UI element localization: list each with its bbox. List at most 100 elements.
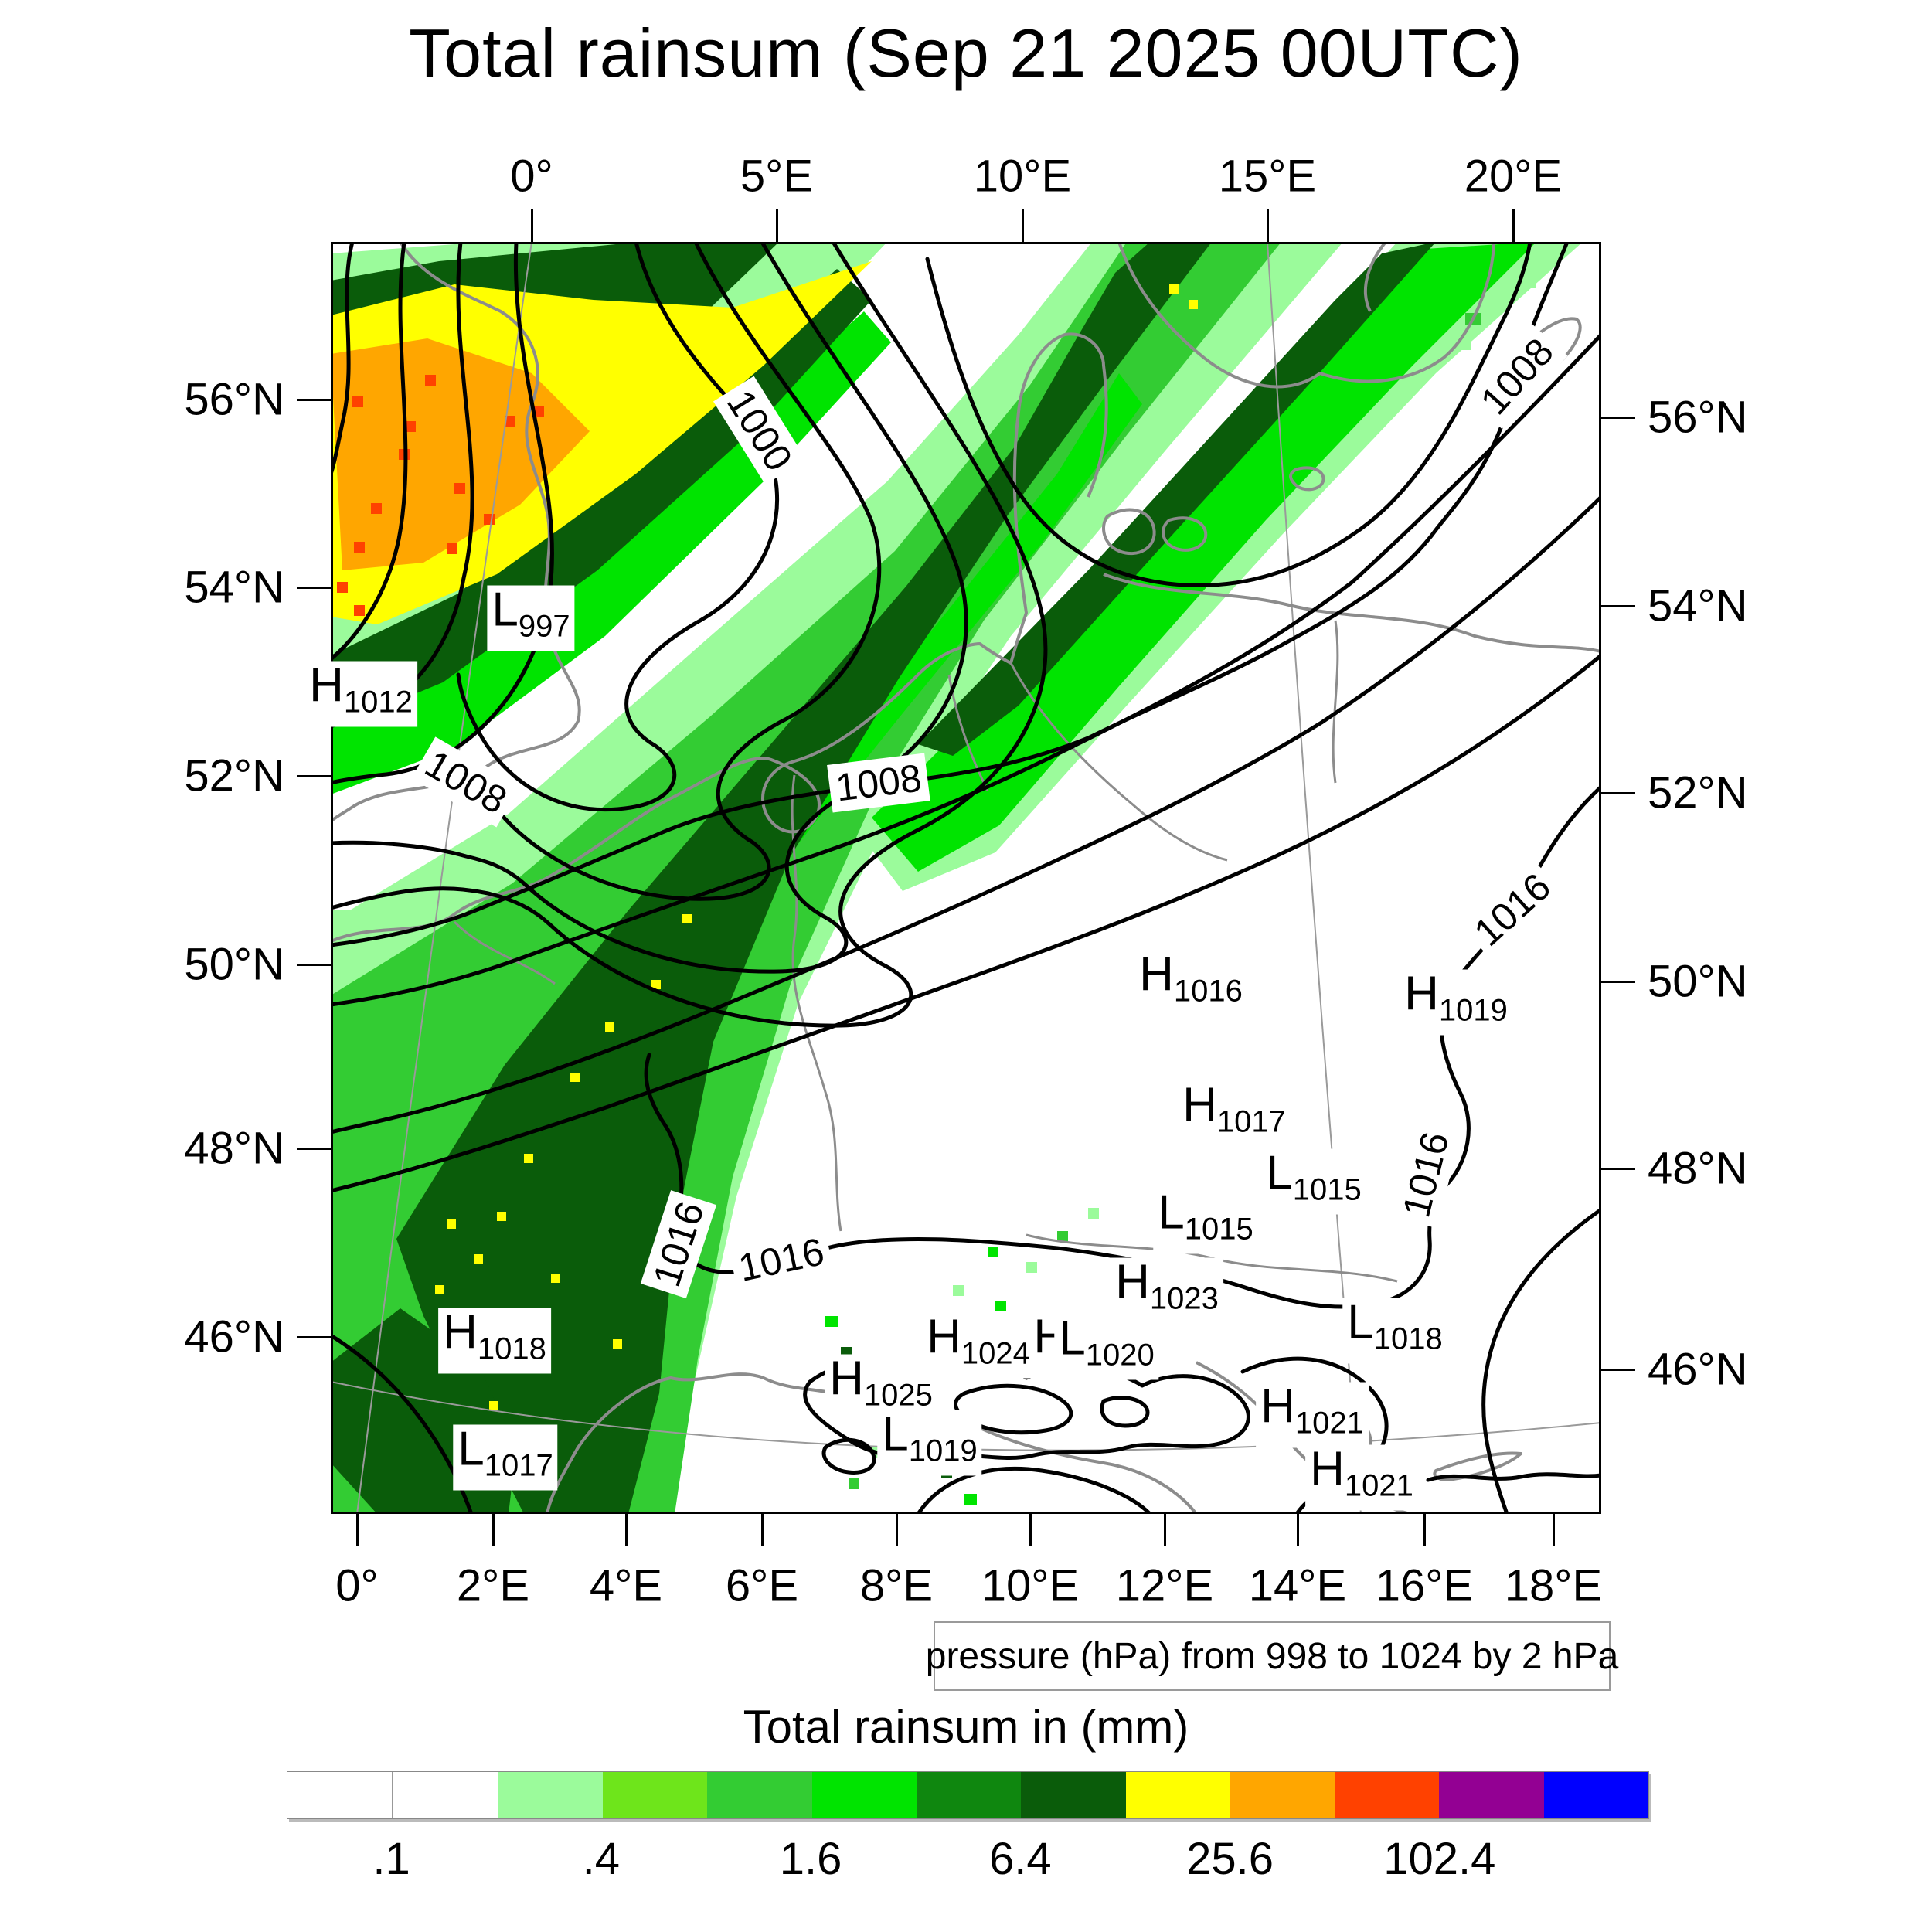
colorbar-cell [1543,1772,1649,1818]
top-tick [1267,209,1269,242]
bottom-tick [1423,1514,1426,1546]
map-frame [331,242,1601,1514]
left-tick [297,1148,331,1150]
left-tick [297,964,331,966]
top-tick [776,209,778,242]
pressure-center-label: H1021 [1256,1382,1369,1448]
top-axis-label: 0° [510,151,553,202]
bottom-tick [1553,1514,1555,1546]
right-axis-label: 46°N [1648,1344,1748,1395]
pressure-value: 1017 [484,1448,553,1483]
pressure-letter: L [457,1422,485,1476]
left-axis-label: 46°N [184,1311,284,1362]
bottom-tick [492,1514,495,1546]
bottom-axis-label: 2°E [456,1560,530,1611]
right-tick [1601,1168,1635,1170]
colorbar-cell [393,1772,498,1818]
colorbar-cell [1021,1772,1126,1818]
pressure-letter: H [1139,947,1174,1002]
right-tick [1601,417,1635,419]
right-axis-label: 54°N [1648,580,1748,631]
right-tick [1601,605,1635,607]
bottom-tick [761,1514,764,1546]
left-axis-label: 48°N [184,1123,284,1174]
pressure-center-label: H1025 [825,1352,937,1420]
pressure-letter: H [1404,967,1439,1021]
pressure-value: 1020 [1085,1338,1155,1372]
pressure-value: 1025 [863,1378,933,1413]
right-tick [1601,1369,1635,1371]
colorbar-tick-label: 1.6 [779,1834,842,1884]
colorbar-cell [1125,1772,1230,1818]
left-axis-label: 52°N [184,750,284,801]
bottom-axis-label: 4°E [589,1560,663,1611]
pressure-letter: H [1182,1078,1217,1132]
pressure-letter: L [882,1407,909,1461]
colorbar [287,1771,1649,1819]
pressure-center-label: H1012 [304,661,417,727]
pressure-center-label: H1024 [922,1312,1035,1379]
bottom-axis-label: 14°E [1248,1560,1347,1611]
pressure-letter: H [829,1352,864,1406]
pressure-center-label: H1018 [438,1308,551,1374]
top-axis-label: 5°E [740,151,814,202]
top-tick [531,209,533,242]
pressure-center-label: H1017 [1178,1078,1291,1147]
pressure-letter: L [1059,1311,1086,1366]
top-axis-label: 10°E [973,151,1072,202]
pressure-value: 1019 [908,1434,978,1468]
bottom-axis-label: 0° [335,1560,379,1611]
right-axis-label: 56°N [1648,392,1748,443]
colorbar-cell [1439,1772,1544,1818]
pressure-letter: L [1158,1185,1185,1240]
pressure-center-label: H1019 [1400,967,1512,1036]
pressure-center-label: L1015 [1261,1148,1366,1215]
left-axis-label: 54°N [184,562,284,613]
colorbar-cell [498,1772,603,1818]
pressure-value: 1021 [1294,1406,1364,1440]
pressure-value: 1016 [1173,974,1243,1009]
left-tick [297,587,331,589]
pressure-letter: L [1347,1295,1374,1349]
pressure-value: 997 [518,609,570,644]
pressure-value: 1018 [1373,1321,1443,1356]
bottom-tick [896,1514,898,1546]
top-tick [1512,209,1515,242]
pressure-letter: H [1115,1255,1150,1309]
top-tick [1022,209,1024,242]
bottom-axis-label: 12°E [1115,1560,1214,1611]
colorbar-tick-label: 102.4 [1383,1834,1496,1884]
bottom-tick [625,1514,628,1546]
colorbar-cell [602,1772,708,1818]
pressure-center-label: H1016 [1134,947,1247,1016]
colorbar-tick-label: .4 [582,1834,621,1884]
pressure-letter: L [492,583,519,637]
pressure-value: 1023 [1149,1281,1219,1316]
bottom-tick [356,1514,359,1546]
bottom-axis-label: 10°E [981,1560,1080,1611]
pressure-value: 1012 [343,685,413,719]
left-axis-label: 50°N [184,939,284,990]
bottom-axis-label: 16°E [1375,1560,1474,1611]
bottom-axis-label: 6°E [725,1560,799,1611]
pressure-center-label: L1015 [1153,1185,1258,1254]
pressure-value: 1018 [477,1332,546,1366]
page-title: Total rainsum (Sep 21 2025 00UTC) [409,15,1523,91]
pressure-legend: pressure (hPa) from 998 to 1024 by 2 hPa [926,1621,1618,1691]
right-axis-label: 50°N [1648,956,1748,1007]
left-tick [297,399,331,401]
rain-field [331,242,1583,1514]
pressure-value: 1015 [1184,1212,1253,1247]
right-axis-label: 52°N [1648,767,1748,818]
pressure-center-label: H1021 [1305,1444,1418,1511]
left-tick [297,775,331,777]
bottom-tick [1297,1514,1299,1546]
right-axis-label: 48°N [1648,1143,1748,1194]
top-axis-label: 20°E [1464,151,1563,202]
pressure-value: 1024 [961,1336,1030,1371]
colorbar-cell [287,1772,393,1818]
right-tick [1601,792,1635,794]
bottom-tick [1029,1514,1032,1546]
top-axis-label: 15°E [1218,151,1317,202]
